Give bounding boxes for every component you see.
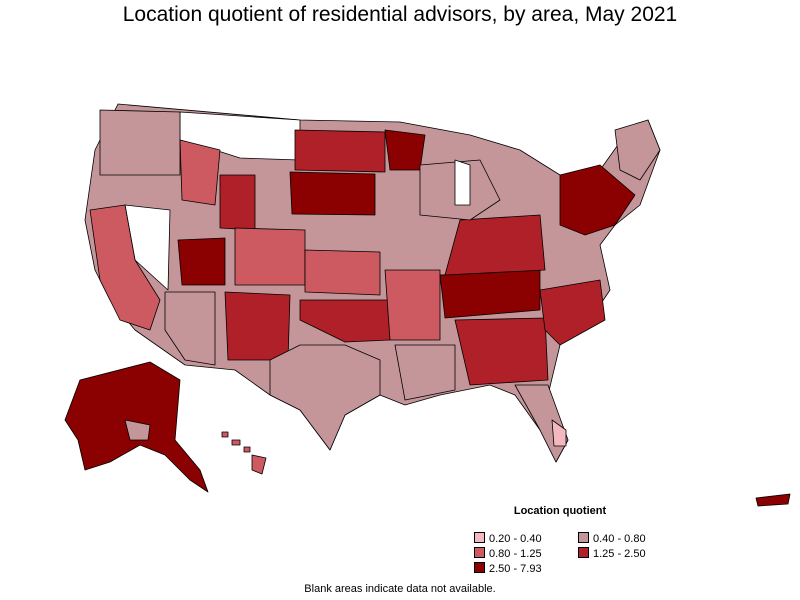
legend-swatch <box>578 532 589 543</box>
legend-swatch <box>474 532 485 543</box>
region-kansas <box>304 249 381 296</box>
region-california <box>89 204 161 331</box>
region-alabama-georgia <box>454 317 549 386</box>
legend-item: 2.50 - 7.93 <box>474 562 542 575</box>
region-colorado <box>234 227 306 286</box>
legend-title: Location quotient <box>513 505 607 517</box>
alaska-region <box>124 419 151 441</box>
legend-label: 1.25 - 2.50 <box>593 548 646 560</box>
region-utah <box>177 237 226 286</box>
legend-item: 0.40 - 0.80 <box>578 532 646 545</box>
map-title: Location quotient of residential advisor… <box>122 3 678 26</box>
region-minnesota <box>384 129 426 171</box>
region-louisiana-mississippi <box>394 344 456 401</box>
footnote: Blank areas indicate data not available. <box>304 583 496 595</box>
legend-swatch <box>474 547 485 558</box>
puerto-rico <box>755 493 791 507</box>
region-michigan-blank <box>454 159 471 206</box>
region-oklahoma <box>299 299 391 343</box>
region-missouri-arkansas <box>384 269 441 341</box>
region-florida-south <box>551 419 567 447</box>
legend-label: 0.20 - 0.40 <box>489 533 542 545</box>
region-wyoming <box>219 174 256 231</box>
region-maine <box>614 119 661 181</box>
hawaii <box>221 431 267 475</box>
legend-item: 0.20 - 0.40 <box>474 532 542 545</box>
legend-label: 2.50 - 7.93 <box>489 563 542 575</box>
region-pacific-northwest <box>99 109 181 176</box>
region-texas <box>269 344 381 451</box>
legend-item: 1.25 - 2.50 <box>578 547 646 560</box>
legend-label: 0.40 - 0.80 <box>593 533 646 545</box>
legend-label: 0.80 - 1.25 <box>489 548 542 560</box>
region-florida <box>514 384 569 463</box>
region-carolinas <box>539 279 606 346</box>
region-north-dakota <box>294 129 386 173</box>
region-northeast <box>559 164 636 236</box>
region-new-mexico <box>224 291 291 361</box>
region-idaho <box>179 139 221 206</box>
region-ohio-valley <box>444 214 546 276</box>
legend-swatch <box>474 562 485 573</box>
legend-swatch <box>578 547 589 558</box>
region-arizona <box>164 291 216 366</box>
legend-item: 0.80 - 1.25 <box>474 547 542 560</box>
region-dakotas <box>289 171 376 216</box>
region-tennessee-kentucky <box>439 269 541 319</box>
